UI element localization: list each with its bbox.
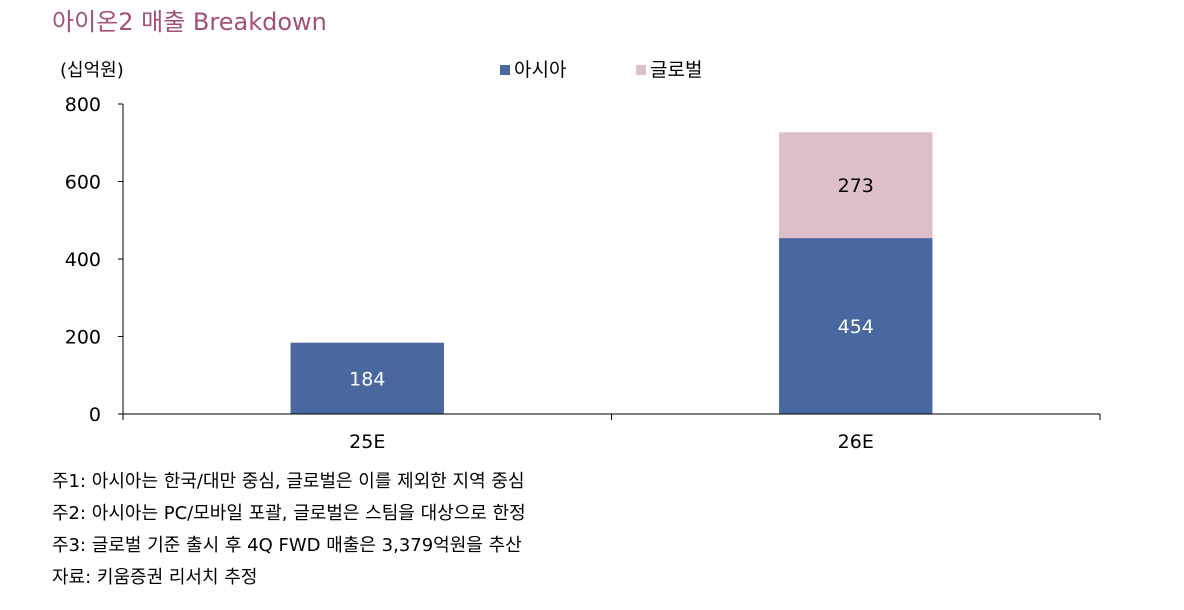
axes-group: 0 200 400 600 800 25E 26E: [65, 94, 1101, 453]
footnote-2: 주2: 아시아는 PC/모바일 포괄, 글로벌은 스팀을 대상으로 한정: [52, 503, 526, 524]
data-label: 273: [838, 175, 874, 197]
x-tick-label: 26E: [838, 431, 874, 453]
y-tick-label: 600: [65, 172, 101, 194]
legend-swatch: [500, 65, 510, 75]
data-label: 454: [838, 316, 874, 338]
bar-asia-25E: [290, 342, 444, 414]
y-tick-label: 0: [89, 404, 101, 426]
bar-asia-26E: [779, 238, 933, 414]
y-tick-label: 800: [65, 94, 101, 116]
footnote-3: 주3: 글로벌 기준 출시 후 4Q FWD 매출은 3,379억원을 추산: [52, 535, 522, 556]
legend-label: 아시아: [514, 59, 566, 81]
data-label: 184: [349, 368, 385, 390]
y-tick-label: 400: [65, 249, 101, 271]
footnote-1: 주1: 아시아는 한국/대만 중심, 글로벌은 이를 제외한 지역 중심: [52, 471, 525, 492]
chart-title: 아이온2 매출 Breakdown: [52, 8, 327, 36]
y-tick-label: 200: [65, 327, 101, 349]
legend-swatch: [636, 65, 646, 75]
footnotes: 주1: 아시아는 한국/대만 중심, 글로벌은 이를 제외한 지역 중심 주2:…: [52, 466, 526, 594]
bars-group: 184 454 273: [290, 132, 933, 414]
bar-global-26E: [779, 132, 933, 239]
legend-label: 글로벌: [650, 59, 702, 81]
y-axis-unit-label: (십억원): [60, 60, 124, 81]
source-note: 자료: 키움증권 리서치 추정: [52, 567, 258, 588]
stacked-bar-chart: (십억원) 아시아 글로벌 184 454 273 0 200 400 600 800 25E 2…: [60, 59, 1101, 453]
x-tick-label: 25E: [349, 431, 385, 453]
legend: 아시아 글로벌: [500, 59, 702, 81]
